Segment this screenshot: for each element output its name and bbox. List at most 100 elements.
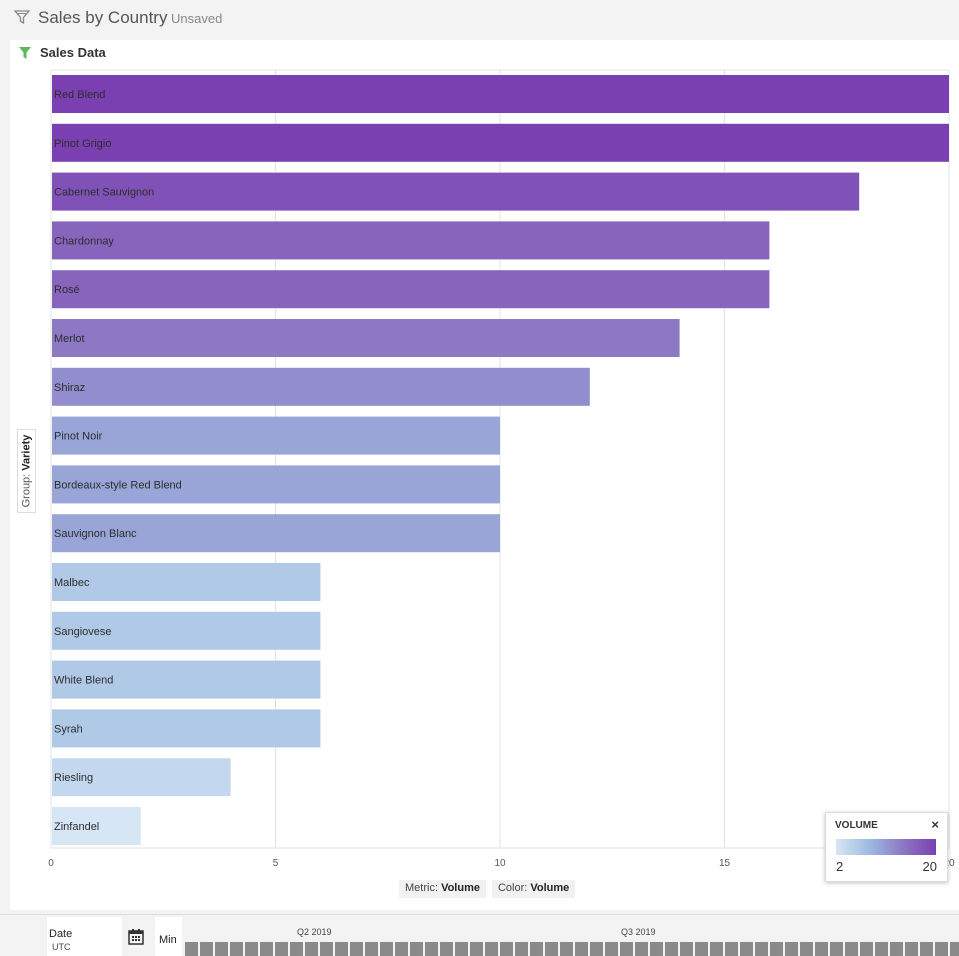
timeline-cell[interactable] [740,942,753,956]
granularity-selector[interactable]: Min [155,917,182,956]
bar[interactable] [52,270,770,309]
x-tick-label: 0 [48,858,54,869]
group-by-selector[interactable]: Group: Variety [17,429,36,513]
bar[interactable] [52,465,500,504]
timeline-cell[interactable] [845,942,858,956]
bar[interactable] [52,172,860,211]
timeline-cell[interactable] [380,942,393,956]
timeline-cell[interactable] [830,942,843,956]
timeline-cell[interactable] [365,942,378,956]
timeline-cell[interactable] [335,942,348,956]
color-legend: VOLUME × 2 20 [825,812,948,882]
timeline-cell[interactable] [470,942,483,956]
legend-gradient [836,839,936,855]
date-label: Date [49,928,73,940]
timeline-cell[interactable] [860,942,873,956]
group-prefix: Group: [20,473,33,508]
legend-title: VOLUME [835,820,878,831]
metric-selector[interactable]: Metric: Volume [399,880,486,898]
timeline-cell[interactable] [410,942,423,956]
bar-label: Red Blend [54,89,105,101]
bar[interactable] [52,709,321,748]
legend-min-label: 2 [836,859,844,874]
timeline-cell[interactable] [785,942,798,956]
timeline-cell[interactable] [275,942,288,956]
timeline-cell[interactable] [770,942,783,956]
timeline-cell[interactable] [605,942,618,956]
x-tick-label: 5 [273,858,279,869]
timeline-cell[interactable] [935,942,948,956]
timeline-cell[interactable] [545,942,558,956]
bar[interactable] [52,367,590,406]
bar[interactable] [52,807,141,845]
timeline-cell[interactable] [320,942,333,956]
timeline-cell[interactable] [395,942,408,956]
timeline-cells[interactable] [185,942,959,956]
bar[interactable] [52,563,321,601]
bar[interactable] [52,75,949,113]
timeline-cell[interactable] [260,942,273,956]
timeline-cell[interactable] [485,942,498,956]
timeline-cell[interactable] [680,942,693,956]
bar[interactable] [52,514,500,553]
legend-max-label: 20 [922,859,937,874]
x-tick-label: 10 [494,858,506,869]
timeline-cell[interactable] [710,942,723,956]
timeline-cell[interactable] [500,942,513,956]
bar[interactable] [52,221,770,260]
timeline-cell[interactable] [755,942,768,956]
color-prefix: Color: [497,882,528,894]
timeline-cell[interactable] [650,942,663,956]
timeline-cell[interactable] [290,942,303,956]
timeline-cell[interactable] [200,942,213,956]
timeline-cell[interactable] [230,942,243,956]
timeline-cell[interactable] [665,942,678,956]
timeline-cell[interactable] [425,942,438,956]
timeline-cell[interactable] [905,942,918,956]
timeline-cell[interactable] [215,942,228,956]
timeline-cell[interactable] [440,942,453,956]
timeline-cell[interactable] [800,942,813,956]
panel-header: Sales Data [10,40,959,68]
funnel-icon[interactable] [18,46,32,60]
timeline-cell[interactable] [590,942,603,956]
timeline-cell[interactable] [185,942,198,956]
metric-value: Volume [441,882,480,894]
quarter-label: Q2 2019 [297,927,332,937]
timeline-cell[interactable] [635,942,648,956]
date-field[interactable]: Date UTC [47,917,122,956]
calendar-icon[interactable] [127,928,145,946]
timeline-cell[interactable] [305,942,318,956]
timeline-cell[interactable] [695,942,708,956]
timeline-cell[interactable] [725,942,738,956]
filter-icon[interactable] [13,8,31,26]
bar[interactable] [52,416,500,455]
bar[interactable] [52,758,231,797]
timeline-cell[interactable] [560,942,573,956]
timeline-cell[interactable] [575,942,588,956]
timeline-cell[interactable] [875,942,888,956]
metric-prefix: Metric: [405,882,438,894]
timeline-cell[interactable] [620,942,633,956]
timeline-cell[interactable] [920,942,933,956]
panel-title: Sales Data [40,45,106,60]
timeline-cell[interactable] [245,942,258,956]
bar[interactable] [52,660,321,699]
timeline-cell[interactable] [890,942,903,956]
timeline-cell[interactable] [515,942,528,956]
save-status: Unsaved [171,11,223,26]
timeline-cell[interactable] [350,942,363,956]
timeline-cell[interactable] [950,942,959,956]
timeline-cell[interactable] [455,942,468,956]
timeline-cell[interactable] [815,942,828,956]
bar-label: Syrah [54,723,83,735]
bar[interactable] [52,123,949,162]
timeline-cell[interactable] [530,942,543,956]
bar-label: Merlot [54,333,85,345]
bar-chart: 0 5 10 15 20 Red Blend Pinot Grigio Cabernet Sa… [48,69,955,869]
page-title: Sales by Country [38,8,168,27]
color-selector[interactable]: Color: Volume [491,880,576,898]
legend-close-button[interactable]: × [931,817,939,832]
bar[interactable] [52,611,321,650]
bar[interactable] [52,319,680,357]
